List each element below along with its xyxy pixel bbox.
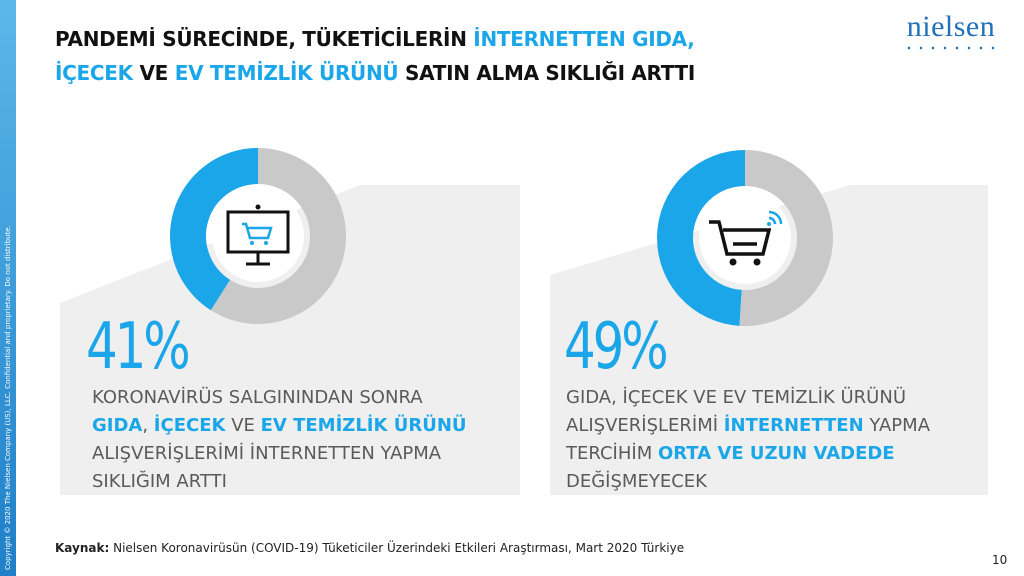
logo-dots xyxy=(903,46,999,50)
source-note: Kaynak: Nielsen Koronavirüsün (COVID-19)… xyxy=(55,541,684,555)
title-segment-highlight: İNTERNETTEN GIDA, xyxy=(473,27,695,51)
description-segment-highlight: ORTA VE UZUN VADEDE xyxy=(657,443,895,464)
description-segment-text: ALIŞVERİŞLERİMİ xyxy=(566,415,724,436)
title-segment-highlight: İÇECEK xyxy=(55,61,133,85)
description-line: TERCİHİM ORTA VE UZUN VADEDE xyxy=(566,440,930,468)
title-line-1: PANDEMİ SÜRECİNDE, TÜKETİCİLERİN İNTERNE… xyxy=(55,22,815,56)
description-segment-text: ALIŞVERİŞLERİMİ İNTERNETTEN YAPMA xyxy=(92,443,442,464)
page-number: 10 xyxy=(992,553,1008,567)
page-title: PANDEMİ SÜRECİNDE, TÜKETİCİLERİN İNTERNE… xyxy=(55,22,815,90)
donut-slice-highlight xyxy=(170,148,259,311)
donut-slice-rest xyxy=(210,148,346,324)
description-segment-text: YAPMA xyxy=(863,415,931,436)
description-segment-highlight: EV TEMİZLİK ÜRÜNÜ xyxy=(260,415,467,436)
description-segment-text: , xyxy=(142,415,154,436)
nielsen-logo: nielsen xyxy=(896,10,1006,60)
stat-description-2: GIDA, İÇECEK VE EV TEMİZLİK ÜRÜNÜ ALIŞVER… xyxy=(566,384,930,496)
source-text: Nielsen Koronavirüsün (COVID-19) Tüketic… xyxy=(109,541,685,555)
description-line: ALIŞVERİŞLERİMİ İNTERNETTEN YAPMA xyxy=(92,440,467,468)
description-segment-text: VE xyxy=(225,415,261,436)
title-segment-text: SATIN ALMA SIKLIĞI ARTTI xyxy=(398,61,696,85)
description-segment-text: KORONAVİRÜS SALGININDAN SONRA xyxy=(92,387,423,408)
icon-circle-2 xyxy=(699,192,791,284)
description-segment-highlight: İNTERNETTEN xyxy=(723,415,864,436)
title-segment-text: PANDEMİ SÜRECİNDE, TÜKETİCİLERİN xyxy=(55,27,474,51)
description-line: SIKLIĞIM ARTTI xyxy=(92,468,467,496)
description-line: GIDA, İÇECEK VE EV TEMİZLİK ÜRÜNÜ xyxy=(92,412,467,440)
description-segment-text: DEĞİŞMEYECEK xyxy=(566,471,707,492)
description-segment-highlight: İÇECEK xyxy=(153,415,226,436)
monitor-cart-icon xyxy=(226,204,290,266)
description-segment-text: GIDA, İÇECEK VE EV TEMİZLİK ÜRÜNÜ xyxy=(566,387,906,408)
description-segment-text: TERCİHİM xyxy=(566,443,658,464)
stat-value-1: 41% xyxy=(86,310,191,384)
donut-chart-1 xyxy=(170,148,346,324)
description-line: ALIŞVERİŞLERİMİ İNTERNETTEN YAPMA xyxy=(566,412,930,440)
source-label: Kaynak: xyxy=(55,541,110,555)
title-line-2: İÇECEK VE EV TEMİZLİK ÜRÜNÜ SATIN ALMA S… xyxy=(55,56,815,90)
logo-text: nielsen xyxy=(906,10,996,43)
description-segment-highlight: GIDA xyxy=(92,415,143,436)
title-segment-highlight: EV TEMİZLİK ÜRÜNÜ xyxy=(174,61,399,85)
donut-slice-rest xyxy=(739,150,833,326)
stat-panel-2 xyxy=(550,185,988,495)
donut-chart-2 xyxy=(657,150,833,326)
description-line: KORONAVİRÜS SALGININDAN SONRA xyxy=(92,384,467,412)
shopping-cart-wifi-icon xyxy=(709,210,783,266)
stat-description-1: KORONAVİRÜS SALGININDAN SONRA GIDA, İÇECE… xyxy=(92,384,467,496)
side-bar: Copyright © 2020 The Nielsen Company (US… xyxy=(0,0,16,576)
icon-circle-1 xyxy=(212,190,304,282)
panel-background xyxy=(550,185,988,495)
copyright-text: Copyright © 2020 The Nielsen Company (US… xyxy=(4,225,12,570)
stat-value-2: 49% xyxy=(564,310,669,384)
description-line: DEĞİŞMEYECEK xyxy=(566,468,930,496)
description-segment-text: SIKLIĞIM ARTTI xyxy=(92,471,227,492)
donut-slice-highlight xyxy=(657,150,746,326)
description-line: GIDA, İÇECEK VE EV TEMİZLİK ÜRÜNÜ xyxy=(566,384,930,412)
title-segment-text: VE xyxy=(132,61,175,85)
